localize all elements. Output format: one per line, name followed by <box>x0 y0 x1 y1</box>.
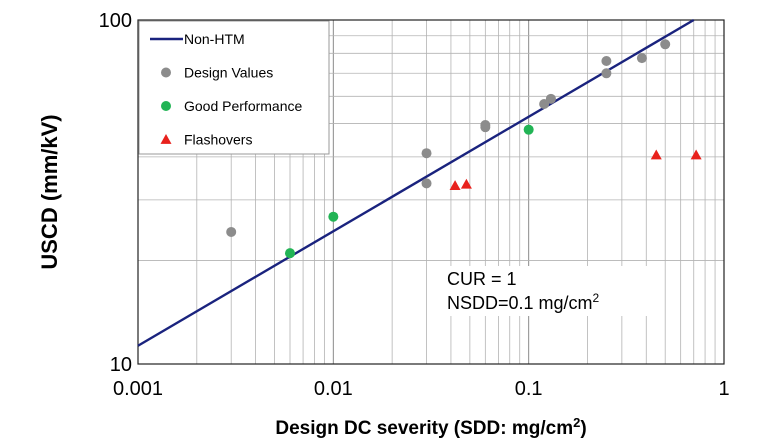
annotation-box: CUR = 1 NSDD=0.1 mg/cm2 <box>438 266 650 316</box>
data-point-design-values <box>545 93 556 104</box>
legend-label-non-htm: Non-HTM <box>184 31 245 47</box>
legend: Non-HTM Design Values Good Performance Flas… <box>138 20 330 155</box>
data-point-design-values <box>660 39 671 50</box>
plot-frame <box>137 19 725 365</box>
legend-box <box>138 20 330 155</box>
annotation-line-2: NSDD=0.1 mg/cm2 <box>447 291 600 313</box>
x-axis-title-text: Design DC severity (SDD: mg/cm <box>275 418 573 439</box>
legend-swatch-design-values <box>161 67 171 78</box>
annotation-line-1: CUR = 1 <box>447 269 517 289</box>
data-point-flashovers <box>650 149 662 160</box>
annotation-line-2-text: NSDD=0.1 mg/cm <box>447 293 593 313</box>
data-point-design-values <box>601 56 612 67</box>
legend-swatch-flashovers <box>160 134 172 144</box>
legend-swatch-good-performance <box>161 101 171 111</box>
annotation-background <box>438 266 650 316</box>
x-tick-label: 0.001 <box>113 378 163 400</box>
line-layer <box>137 18 695 347</box>
data-point-design-values <box>480 122 491 133</box>
data-point-good-performance <box>523 124 534 135</box>
data-point-flashovers <box>449 180 461 191</box>
y-tick-label: 100 <box>99 10 132 32</box>
x-axis-title-sup: 2 <box>573 415 580 430</box>
legend-label-design-values: Design Values <box>184 65 273 81</box>
data-point-good-performance <box>284 248 295 259</box>
data-point-design-values <box>636 53 647 64</box>
tick-label-layer: 0.001 0.01 0.1 1 10 100 <box>99 10 730 400</box>
data-point-design-values <box>226 226 237 237</box>
data-point-flashovers <box>690 149 702 160</box>
data-point-design-values <box>601 68 612 79</box>
data-point-good-performance <box>328 211 339 222</box>
marker-layer <box>226 39 702 259</box>
data-point-flashovers <box>460 178 472 189</box>
x-tick-label: 0.01 <box>314 378 353 400</box>
x-axis-title: Design DC severity (SDD: mg/cm2) <box>275 415 586 439</box>
series-line-non-htm <box>137 18 695 347</box>
data-point-design-values <box>421 148 432 159</box>
x-tick-label: 1 <box>718 378 729 400</box>
y-axis-title: USCD (mm/kV) <box>37 114 62 269</box>
y-tick-label: 10 <box>110 354 132 376</box>
annotation-line-2-sup: 2 <box>593 291 600 305</box>
data-point-design-values <box>539 98 550 109</box>
x-tick-label: 0.1 <box>515 378 543 400</box>
x-axis-title-tail: ) <box>580 418 586 439</box>
legend-label-flashovers: Flashovers <box>184 132 252 148</box>
legend-label-good-performance: Good Performance <box>184 98 302 114</box>
data-point-design-values <box>421 178 432 189</box>
